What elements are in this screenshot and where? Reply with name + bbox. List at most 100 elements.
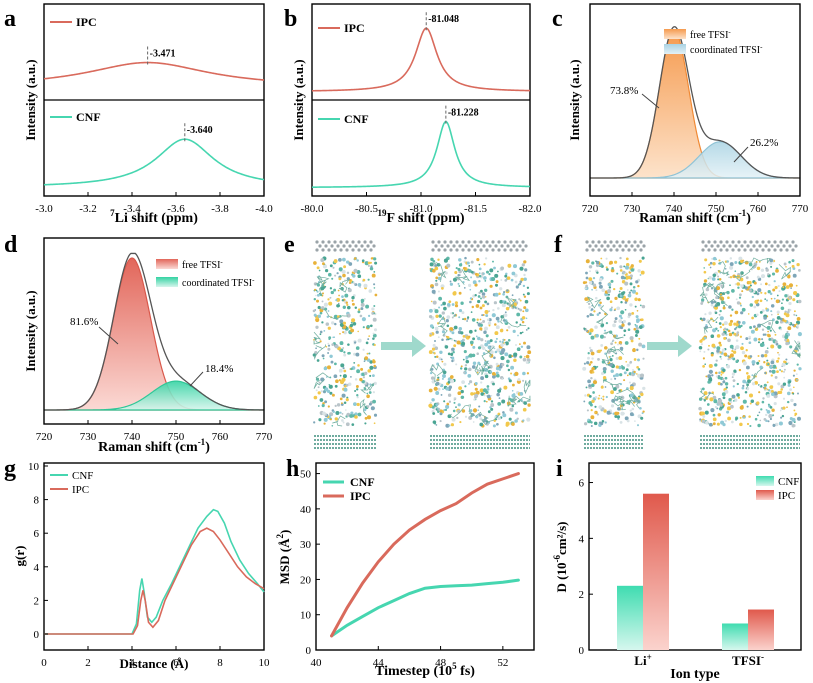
- atom: [794, 414, 797, 417]
- legend-label: coordinated TFSI-: [182, 276, 255, 289]
- atom: [452, 244, 456, 248]
- atom: [364, 416, 368, 420]
- polymer-chain: [429, 363, 444, 382]
- atom: [599, 334, 605, 339]
- atom: [503, 248, 507, 252]
- atom: [728, 305, 732, 309]
- x-tick-label: 0: [41, 657, 47, 669]
- atom: [614, 414, 618, 418]
- atom: [356, 394, 359, 397]
- atom: [320, 390, 323, 393]
- atom: [526, 417, 531, 422]
- atom: [502, 413, 507, 418]
- atom: [432, 260, 436, 263]
- legend-ipc: IPC: [318, 21, 365, 35]
- atom: [626, 419, 630, 423]
- atom: [609, 260, 613, 265]
- atom: [327, 272, 332, 277]
- atom: [795, 284, 798, 287]
- atom: [765, 299, 769, 302]
- atom: [609, 355, 612, 358]
- atom: [322, 264, 327, 269]
- atom: [589, 403, 593, 407]
- atom: [490, 407, 494, 411]
- atom: [618, 314, 622, 318]
- atom: [633, 327, 637, 331]
- atom: [313, 261, 317, 265]
- atom: [476, 370, 479, 373]
- legend-label: IPC: [72, 484, 89, 496]
- atom: [739, 335, 743, 338]
- atom: [762, 386, 765, 389]
- polymer-chain: [754, 319, 776, 334]
- atom: [777, 357, 780, 360]
- atom: [604, 346, 608, 350]
- atom: [713, 248, 717, 252]
- atom: [782, 397, 786, 400]
- md-snapshot-final: [698, 240, 802, 449]
- atom: [764, 413, 768, 417]
- atom: [369, 383, 372, 386]
- atom: [446, 402, 450, 406]
- atom: [703, 350, 706, 353]
- atom: [509, 240, 513, 244]
- atom: [489, 339, 493, 343]
- atom: [331, 343, 335, 346]
- polymer-chain: [523, 379, 531, 395]
- atom: [591, 314, 594, 317]
- legend-label: IPC: [350, 489, 371, 503]
- atom: [744, 260, 749, 265]
- atom: [477, 299, 481, 304]
- atom: [464, 364, 468, 367]
- atom: [479, 289, 483, 293]
- atom: [342, 257, 346, 262]
- panel-letter: i: [556, 456, 563, 482]
- atom: [345, 248, 349, 252]
- atom: [787, 274, 791, 278]
- atom: [617, 407, 621, 411]
- atom: [473, 398, 476, 401]
- atom: [705, 323, 708, 327]
- atom: [745, 365, 750, 370]
- atom: [494, 340, 498, 344]
- atom: [517, 378, 521, 382]
- x-tick-label: -3.0: [35, 203, 53, 215]
- atom: [637, 358, 640, 362]
- atom: [445, 423, 450, 428]
- atom: [514, 371, 519, 376]
- atom: [600, 244, 604, 248]
- atom: [746, 422, 750, 426]
- legend-swatch-coordinated: [664, 44, 686, 54]
- atom: [600, 371, 605, 376]
- atom: [495, 371, 499, 375]
- polymer-chain: [313, 344, 327, 360]
- atom: [493, 356, 496, 360]
- atom: [360, 302, 365, 307]
- atom: [512, 244, 516, 248]
- atom: [609, 308, 613, 312]
- atom: [700, 343, 703, 346]
- atom: [484, 340, 487, 342]
- atom: [331, 393, 335, 397]
- atom: [710, 287, 714, 290]
- x-axis-label: Timestep (105 fs): [375, 661, 475, 679]
- percent-label: 18.4%: [205, 363, 233, 375]
- y-tick-label: 10: [300, 610, 312, 622]
- atom: [729, 262, 734, 267]
- panel-letter: f: [554, 232, 563, 258]
- y-tick-label: 6: [579, 478, 585, 490]
- atom: [462, 266, 466, 270]
- atom: [373, 343, 376, 347]
- atom: [734, 327, 737, 331]
- atom: [339, 248, 343, 252]
- atom: [316, 359, 320, 362]
- atom: [318, 381, 321, 384]
- atom: [719, 351, 722, 354]
- envelope-line: [44, 252, 265, 411]
- atom: [479, 417, 483, 421]
- atom: [785, 334, 789, 338]
- atom: [624, 281, 629, 286]
- atom: [434, 282, 439, 287]
- atom: [429, 334, 432, 337]
- atom: [497, 402, 502, 406]
